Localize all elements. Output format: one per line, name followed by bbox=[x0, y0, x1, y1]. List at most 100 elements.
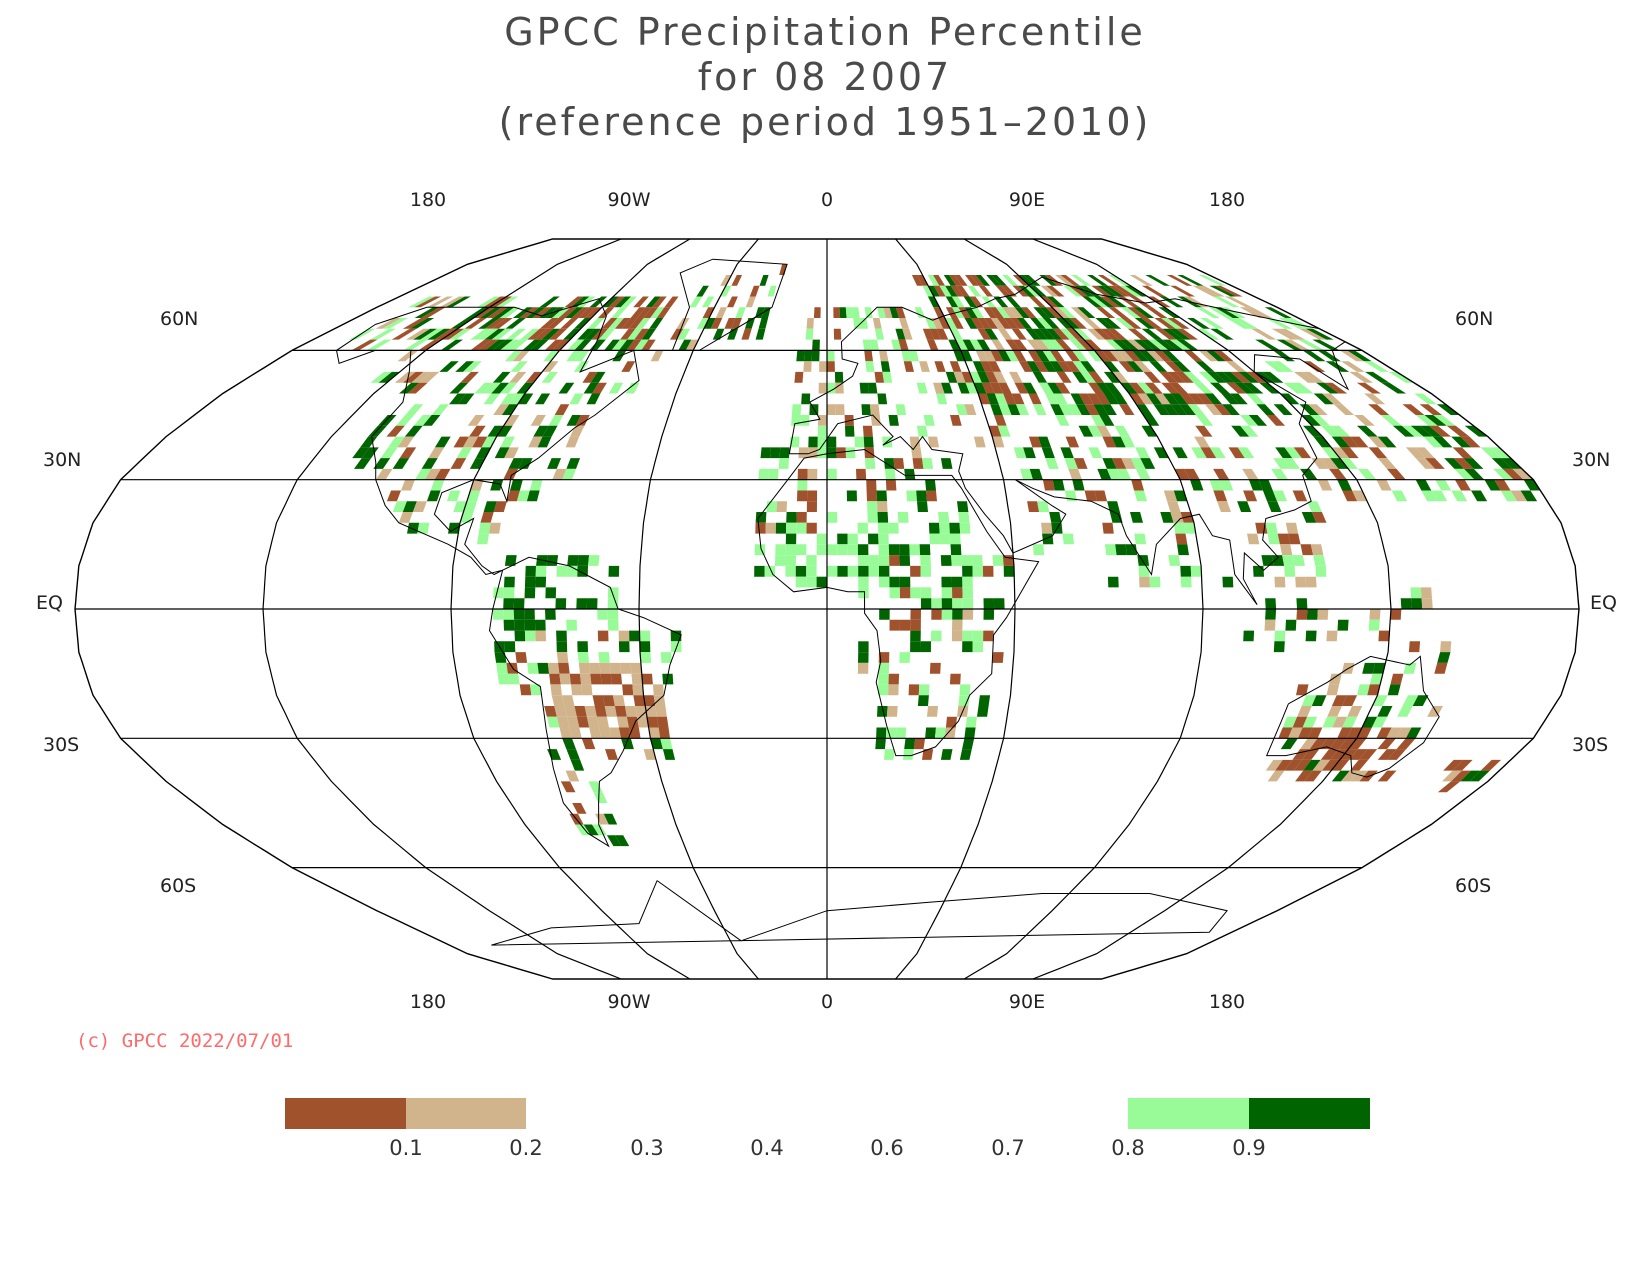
precip-cell bbox=[775, 544, 786, 556]
precip-cell bbox=[1023, 275, 1041, 286]
precip-cell bbox=[481, 436, 497, 448]
precip-cell bbox=[1330, 749, 1349, 760]
precip-cell bbox=[1037, 501, 1050, 512]
precip-cell bbox=[941, 382, 953, 394]
precip-cell bbox=[1364, 361, 1389, 372]
precip-cell bbox=[651, 296, 667, 308]
precip-cell bbox=[1362, 716, 1378, 728]
precip-cell bbox=[1365, 371, 1390, 383]
precip-cell bbox=[816, 544, 827, 556]
precip-cell bbox=[827, 447, 837, 459]
precip-cell bbox=[797, 490, 808, 502]
precip-cell bbox=[949, 522, 961, 534]
precip-cell bbox=[1333, 404, 1355, 415]
precip-cell bbox=[766, 501, 777, 512]
meridian-line bbox=[262, 238, 622, 980]
precip-cell bbox=[1368, 436, 1388, 448]
precip-cell bbox=[1141, 425, 1158, 437]
precip-cell bbox=[1033, 404, 1047, 415]
precip-cell bbox=[1111, 436, 1126, 448]
precip-cell bbox=[519, 307, 540, 318]
precip-cell bbox=[977, 318, 992, 329]
precip-cell bbox=[587, 318, 605, 329]
precip-cell bbox=[1272, 490, 1288, 502]
precip-cell bbox=[1357, 684, 1370, 696]
precip-cell bbox=[931, 630, 942, 642]
precip-cell bbox=[796, 350, 805, 362]
precip-cell bbox=[1271, 361, 1294, 372]
precip-cell bbox=[1396, 738, 1416, 750]
coastline bbox=[671, 258, 788, 351]
precip-cell bbox=[863, 436, 874, 448]
precip-cell bbox=[1317, 609, 1329, 620]
precip-cell bbox=[965, 275, 979, 286]
precip-cell bbox=[578, 662, 591, 674]
precip-cell bbox=[1491, 458, 1513, 469]
precip-cell bbox=[859, 382, 869, 394]
precip-cell bbox=[1087, 275, 1109, 286]
precip-cell bbox=[1377, 770, 1397, 782]
precip-cell bbox=[768, 468, 779, 480]
precip-cell bbox=[528, 436, 543, 448]
precip-cell bbox=[469, 458, 486, 469]
precip-cell bbox=[1321, 425, 1341, 437]
precip-cell bbox=[525, 371, 543, 383]
precip-cell bbox=[785, 565, 796, 577]
precip-cell bbox=[1038, 382, 1054, 394]
precip-cell bbox=[524, 619, 536, 631]
precip-cell bbox=[1213, 404, 1232, 415]
precip-cell bbox=[944, 727, 956, 739]
precip-cell bbox=[1342, 716, 1358, 728]
precip-cell bbox=[1222, 404, 1240, 415]
precip-cell bbox=[1273, 458, 1291, 469]
precip-cell bbox=[492, 339, 513, 351]
precip-cell bbox=[759, 275, 769, 286]
precip-cell bbox=[845, 425, 855, 437]
precip-cell bbox=[1127, 307, 1148, 318]
precip-cell bbox=[489, 522, 501, 534]
precip-cell bbox=[1265, 522, 1278, 534]
precip-cell bbox=[1002, 275, 1019, 286]
precip-cell bbox=[1174, 468, 1190, 480]
precip-cell bbox=[421, 458, 438, 469]
precip-cell bbox=[952, 619, 963, 631]
precip-cell bbox=[508, 458, 524, 469]
precip-cell bbox=[948, 339, 961, 351]
precip-cell bbox=[819, 361, 827, 372]
precip-cell bbox=[570, 425, 585, 437]
precip-cell bbox=[878, 522, 889, 534]
precip-cell bbox=[639, 630, 651, 642]
precip-cell bbox=[1026, 361, 1041, 372]
precip-cell bbox=[1434, 662, 1448, 674]
meridian-line bbox=[895, 238, 1016, 980]
precip-cell bbox=[1120, 436, 1136, 448]
precip-cell bbox=[1377, 738, 1397, 750]
precip-cell bbox=[504, 350, 523, 362]
precip-cell bbox=[1041, 361, 1057, 372]
precip-cell bbox=[424, 468, 441, 480]
precip-cell bbox=[525, 565, 536, 577]
precip-cell bbox=[616, 716, 629, 728]
precip-cell bbox=[1039, 307, 1057, 318]
precip-cell bbox=[807, 468, 818, 480]
precip-cell bbox=[1240, 425, 1259, 437]
precip-cell bbox=[720, 285, 732, 297]
precip-cell bbox=[1293, 759, 1312, 771]
precip-cell bbox=[1140, 458, 1156, 469]
precip-cell bbox=[1376, 479, 1392, 491]
precip-cell bbox=[882, 371, 893, 383]
precip-cell bbox=[607, 598, 619, 609]
precip-cell bbox=[940, 749, 953, 760]
precip-cell bbox=[1493, 468, 1514, 480]
precip-cell bbox=[1109, 350, 1127, 362]
precip-cell bbox=[909, 436, 921, 448]
precip-cell bbox=[1159, 371, 1178, 383]
precip-cell bbox=[1071, 275, 1092, 286]
precip-cell bbox=[1050, 404, 1065, 415]
precip-cell bbox=[1312, 339, 1340, 351]
lon-label-bottom-180w: 180 bbox=[410, 991, 446, 1013]
precip-cell bbox=[486, 307, 509, 318]
precip-cell bbox=[1322, 716, 1338, 728]
precip-cell bbox=[1063, 285, 1083, 297]
precip-cell bbox=[865, 458, 876, 469]
